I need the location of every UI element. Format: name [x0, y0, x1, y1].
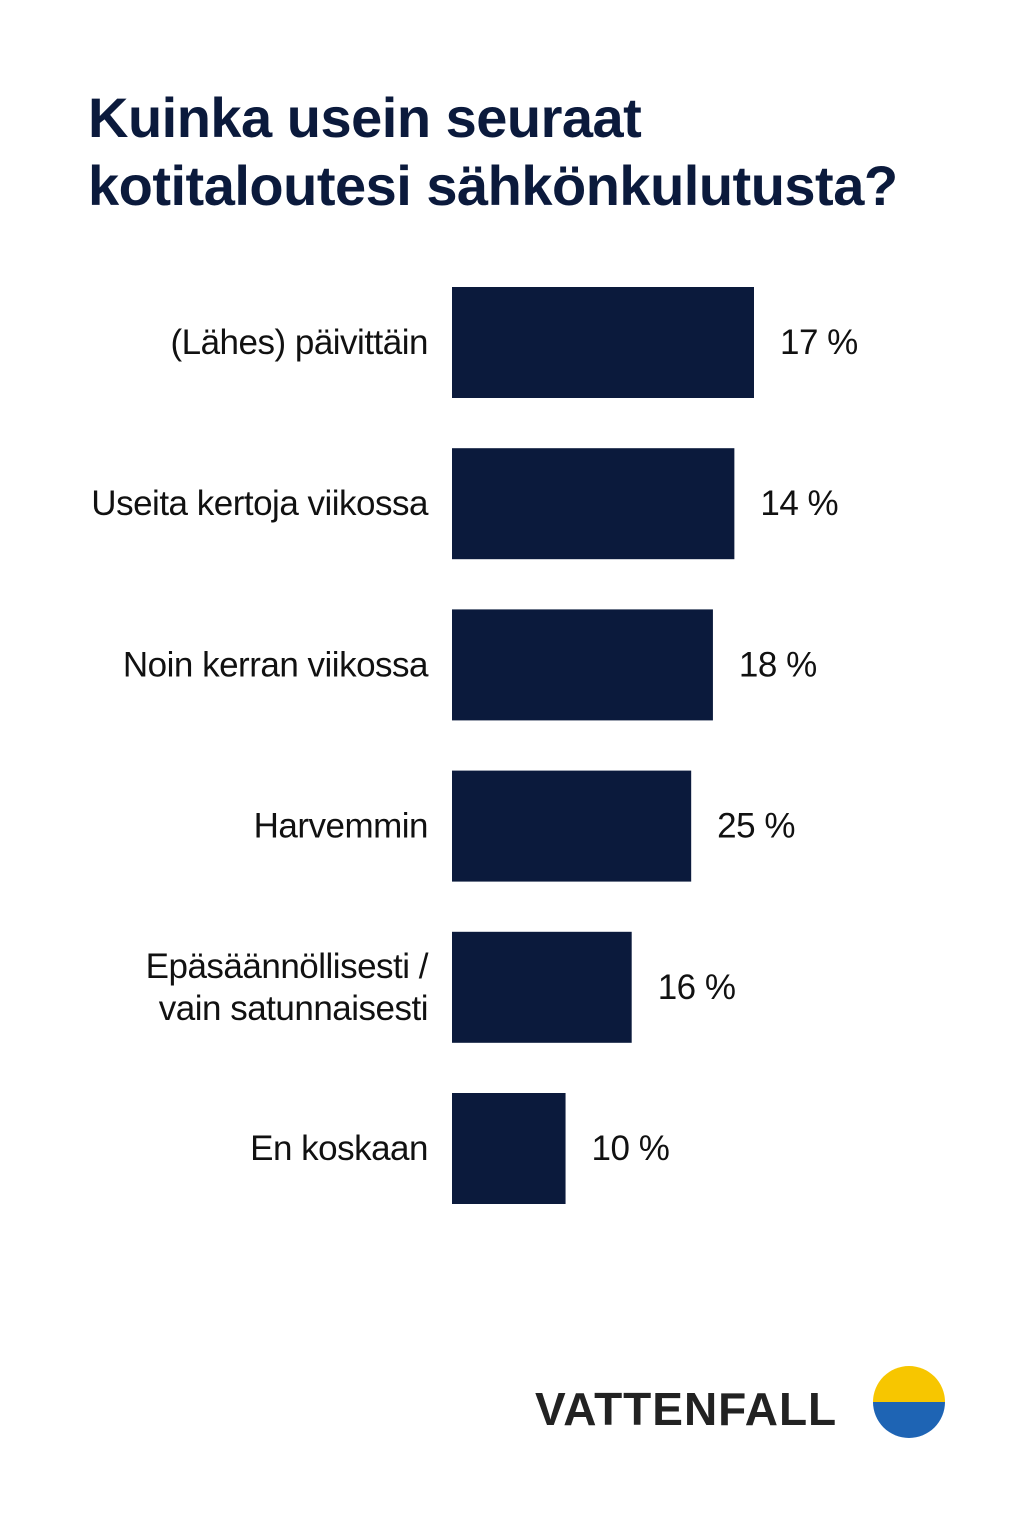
chart-title-line-2: kotitaloutesi sähkönkulutusta?: [88, 154, 898, 217]
value-label: 10 %: [592, 1129, 670, 1168]
value-label: 18 %: [739, 645, 817, 684]
value-label: 16 %: [658, 968, 736, 1007]
value-label: 25 %: [717, 807, 795, 846]
category-label: Epäsäännöllisesti /: [146, 947, 429, 986]
bar: [452, 931, 632, 1043]
value-label: 17 %: [780, 323, 858, 362]
vattenfall-sun-logo-icon: [873, 1366, 945, 1438]
brand-name: VATTENFALL: [535, 1383, 838, 1435]
chart-title-line-1: Kuinka usein seuraat: [88, 86, 642, 149]
bar: [452, 609, 713, 721]
chart-title: Kuinka usein seuraat kotitaloutesi sähkö…: [88, 84, 988, 220]
bar-chart: (Lähes) päivittäin 17 % Useita kertoja vii…: [91, 287, 858, 1204]
value-label: 14 %: [760, 484, 838, 523]
category-label: En koskaan: [250, 1129, 428, 1168]
category-label: Harvemmin: [254, 807, 428, 846]
category-label: Noin kerran viikossa: [123, 645, 429, 684]
bar: [452, 448, 735, 560]
category-label: Useita kertoja viikossa: [91, 484, 429, 523]
bar: [452, 1093, 566, 1204]
vattenfall-logo: VATTENFALL: [535, 1366, 955, 1444]
bar: [452, 287, 754, 398]
category-label: (Lähes) päivittäin: [170, 323, 428, 362]
bar: [452, 770, 692, 882]
category-label: vain satunnaisesti: [159, 989, 428, 1028]
